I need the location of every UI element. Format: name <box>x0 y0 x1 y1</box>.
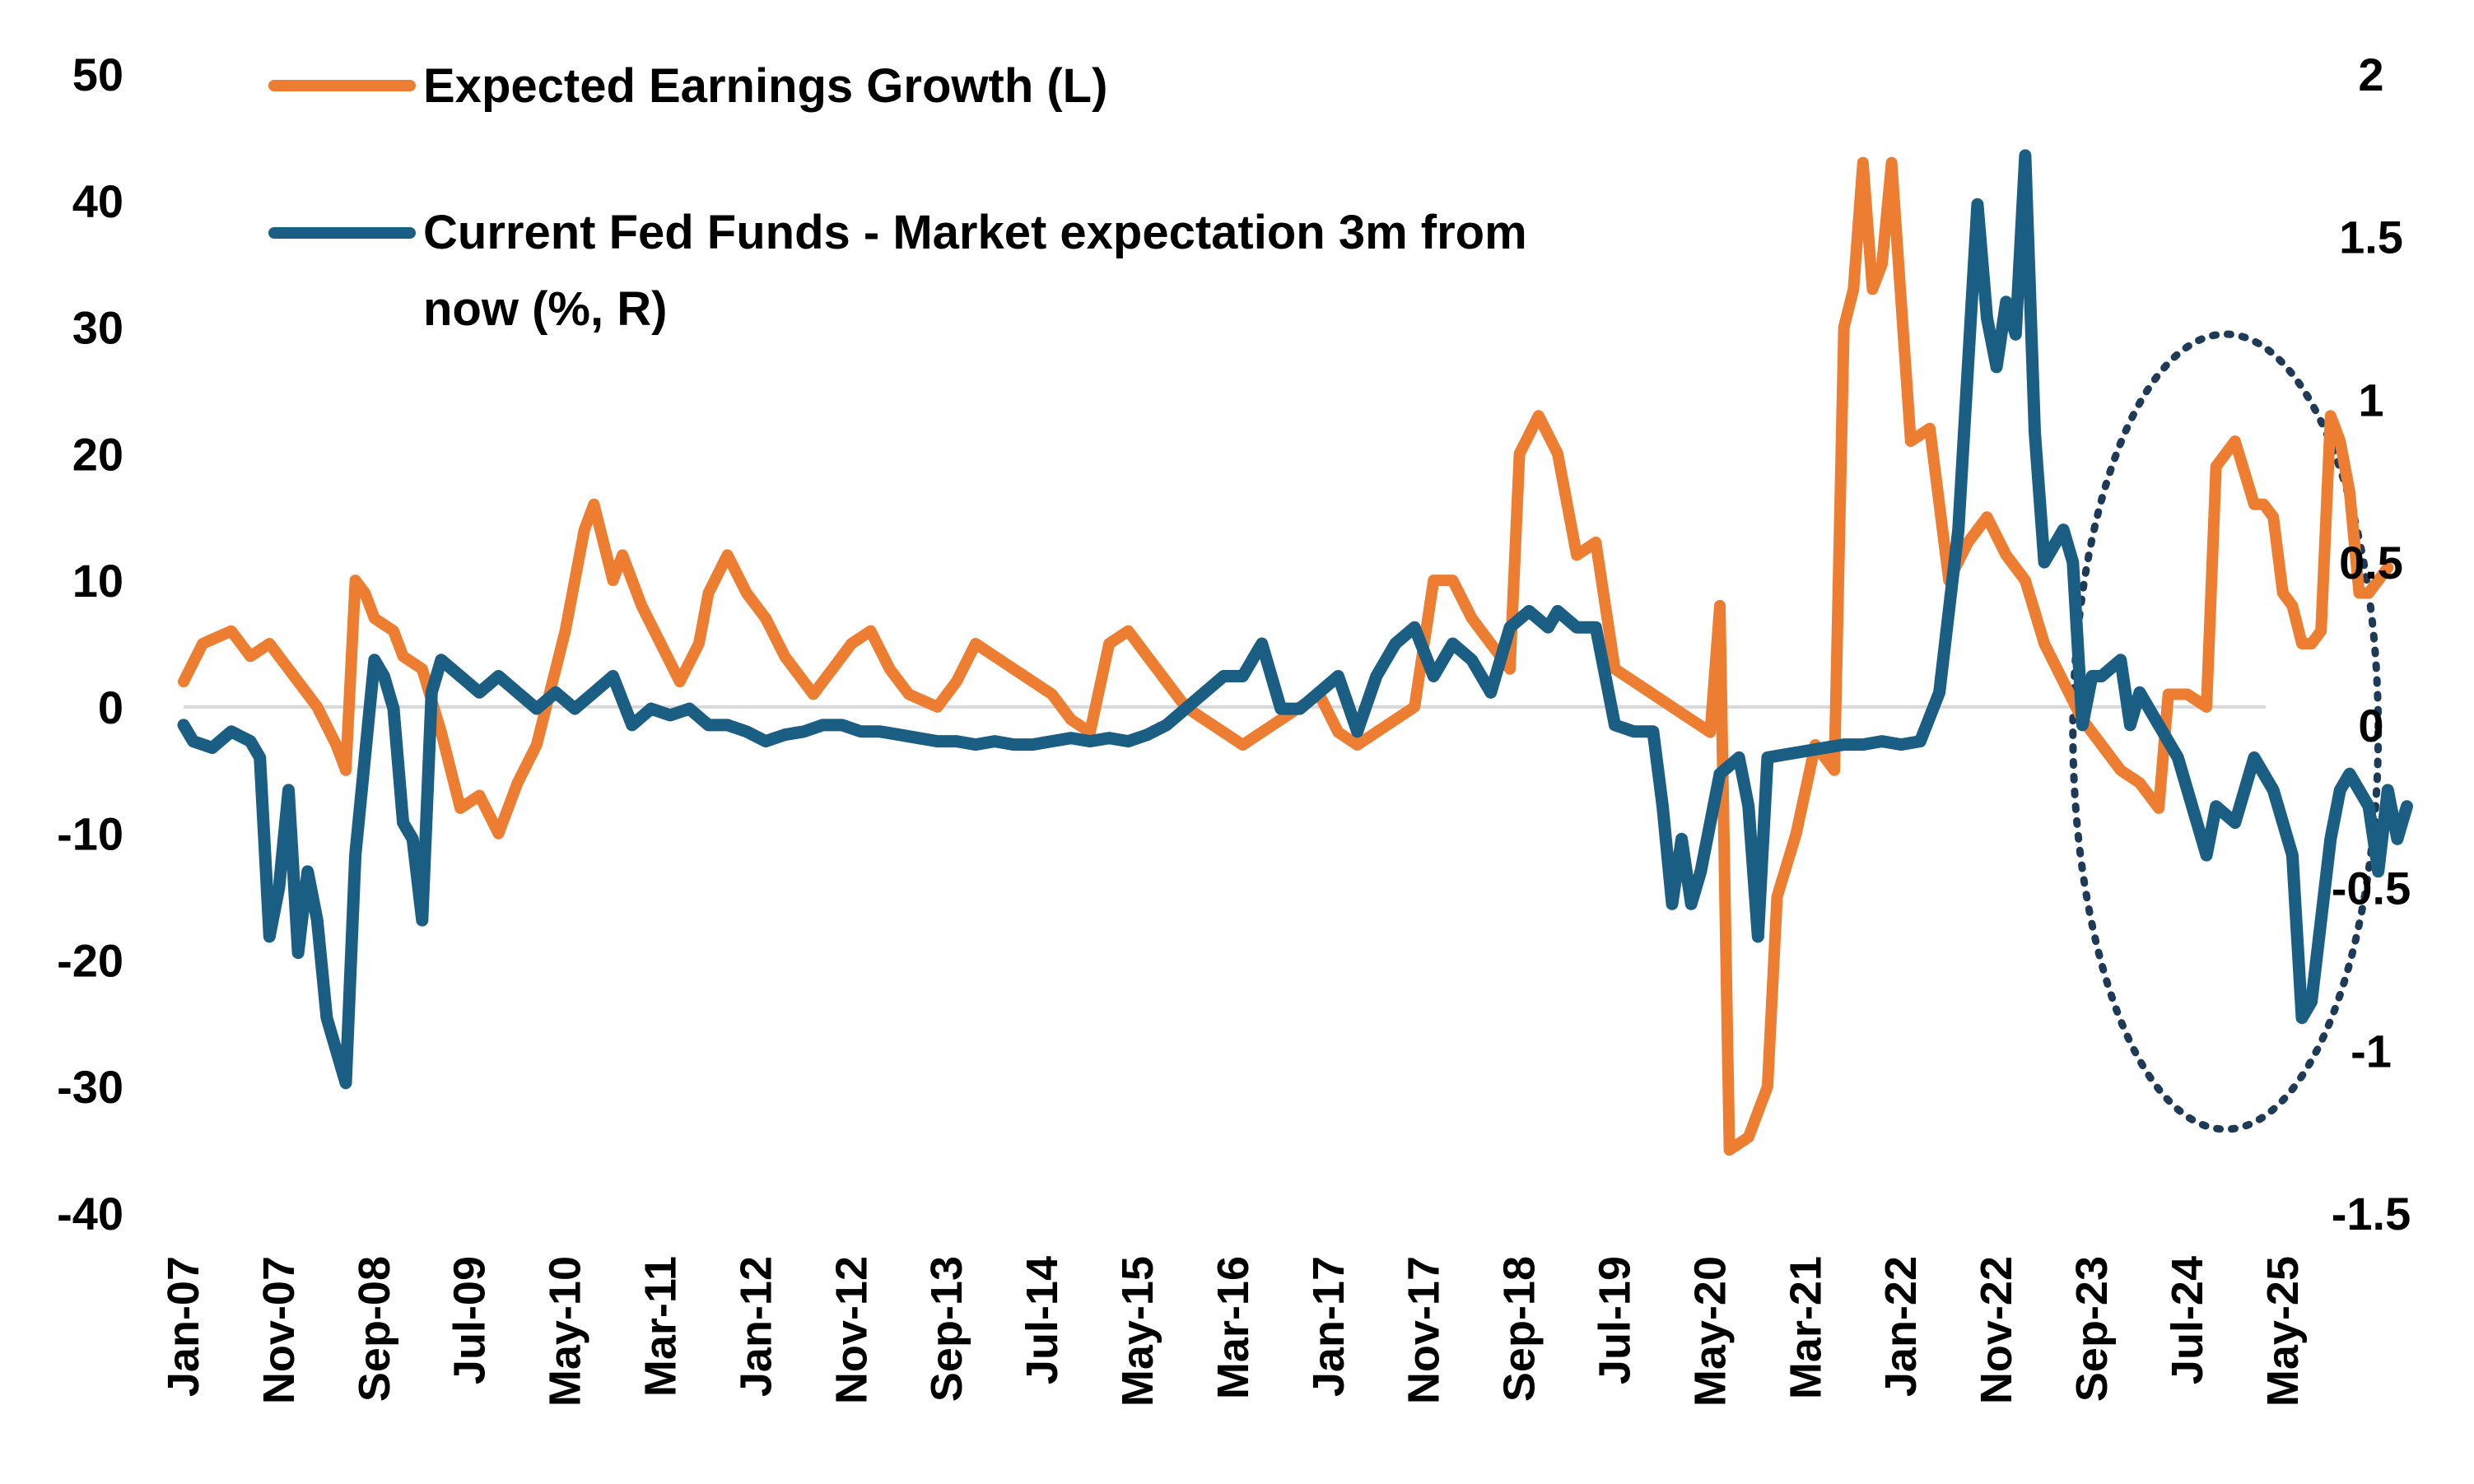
left-tick-label: 40 <box>72 175 123 227</box>
x-tick-label: Jul-24 <box>2163 1256 2212 1384</box>
annotation-group <box>2069 330 2383 1133</box>
legend-label-fedfunds-line2: now (%, R) <box>423 282 667 336</box>
x-tick-label: Mar-11 <box>636 1256 686 1397</box>
series-group <box>177 149 2413 1156</box>
x-tick-label: Nov-17 <box>1400 1256 1449 1404</box>
highlight-ellipse <box>2069 330 2383 1133</box>
x-tick-label: Jul-19 <box>1591 1256 1640 1384</box>
legend-label-fedfunds: Current Fed Funds - Market expectation 3… <box>423 206 1540 336</box>
series-line-fed-funds <box>177 149 2413 1090</box>
x-tick-label: Jan-17 <box>1304 1256 1353 1397</box>
left-tick-label: 20 <box>72 428 123 480</box>
x-tick-label: May-10 <box>541 1256 590 1407</box>
series-line-earnings-growth <box>178 156 2394 1156</box>
right-tick-label: 1.5 <box>2339 212 2403 263</box>
x-axis: Jan-07 Nov-07 Sep-08 Jul-09 May-10 Mar-11 Jan-… <box>159 1256 2308 1407</box>
x-tick-label: May-20 <box>1685 1256 1735 1407</box>
left-tick-label: 0 <box>98 682 123 733</box>
left-tick-label: 10 <box>72 555 123 607</box>
x-tick-label: Nov-22 <box>1972 1256 2021 1404</box>
right-tick-label: -1.5 <box>2332 1188 2411 1240</box>
legend-label-fedfunds-line1: Current Fed Funds - Market expectation 3… <box>423 206 1527 259</box>
legend-label-earnings: Expected Earnings Growth (L) <box>423 59 1107 113</box>
right-tick-label: 2 <box>2358 49 2383 100</box>
left-tick-label: 50 <box>72 49 123 100</box>
x-tick-label: Nov-07 <box>254 1256 304 1404</box>
right-tick-label: -1 <box>2351 1025 2392 1077</box>
x-tick-label: Jul-14 <box>1018 1256 1067 1384</box>
right-axis: 2 1.5 1 0.5 0 -0.5 -1 -1.5 <box>2332 49 2411 1240</box>
x-tick-label: Mar-16 <box>1209 1256 1258 1399</box>
x-tick-label: Jan-07 <box>159 1256 208 1397</box>
x-tick-label: Jan-22 <box>1876 1256 1926 1397</box>
x-tick-label: Jan-12 <box>731 1256 780 1397</box>
x-tick-label: Mar-21 <box>1781 1256 1830 1399</box>
right-tick-label: -0.5 <box>2332 863 2411 914</box>
left-tick-label: -40 <box>57 1188 123 1240</box>
right-tick-label: 0.5 <box>2339 537 2403 588</box>
x-tick-label: May-15 <box>1113 1256 1162 1407</box>
left-tick-label: -30 <box>57 1061 123 1113</box>
left-axis: 50 40 30 20 10 0 -10 -20 -30 -40 <box>57 49 123 1240</box>
legend: Expected Earnings Growth (L) Current Fed… <box>268 59 1540 336</box>
x-tick-label: Sep-13 <box>922 1256 971 1402</box>
right-tick-label: 0 <box>2358 700 2383 751</box>
x-tick-label: Sep-18 <box>1495 1256 1545 1402</box>
x-tick-label: Sep-23 <box>2067 1256 2117 1402</box>
x-tick-label: Nov-12 <box>827 1256 876 1404</box>
right-tick-label: 1 <box>2358 374 2383 426</box>
left-tick-label: -10 <box>57 808 123 860</box>
x-tick-label: Sep-08 <box>350 1256 399 1402</box>
x-tick-label: May-25 <box>2258 1256 2308 1407</box>
left-tick-label: 30 <box>72 302 123 354</box>
x-tick-label: Jul-09 <box>445 1256 495 1384</box>
left-tick-label: -20 <box>57 934 123 986</box>
